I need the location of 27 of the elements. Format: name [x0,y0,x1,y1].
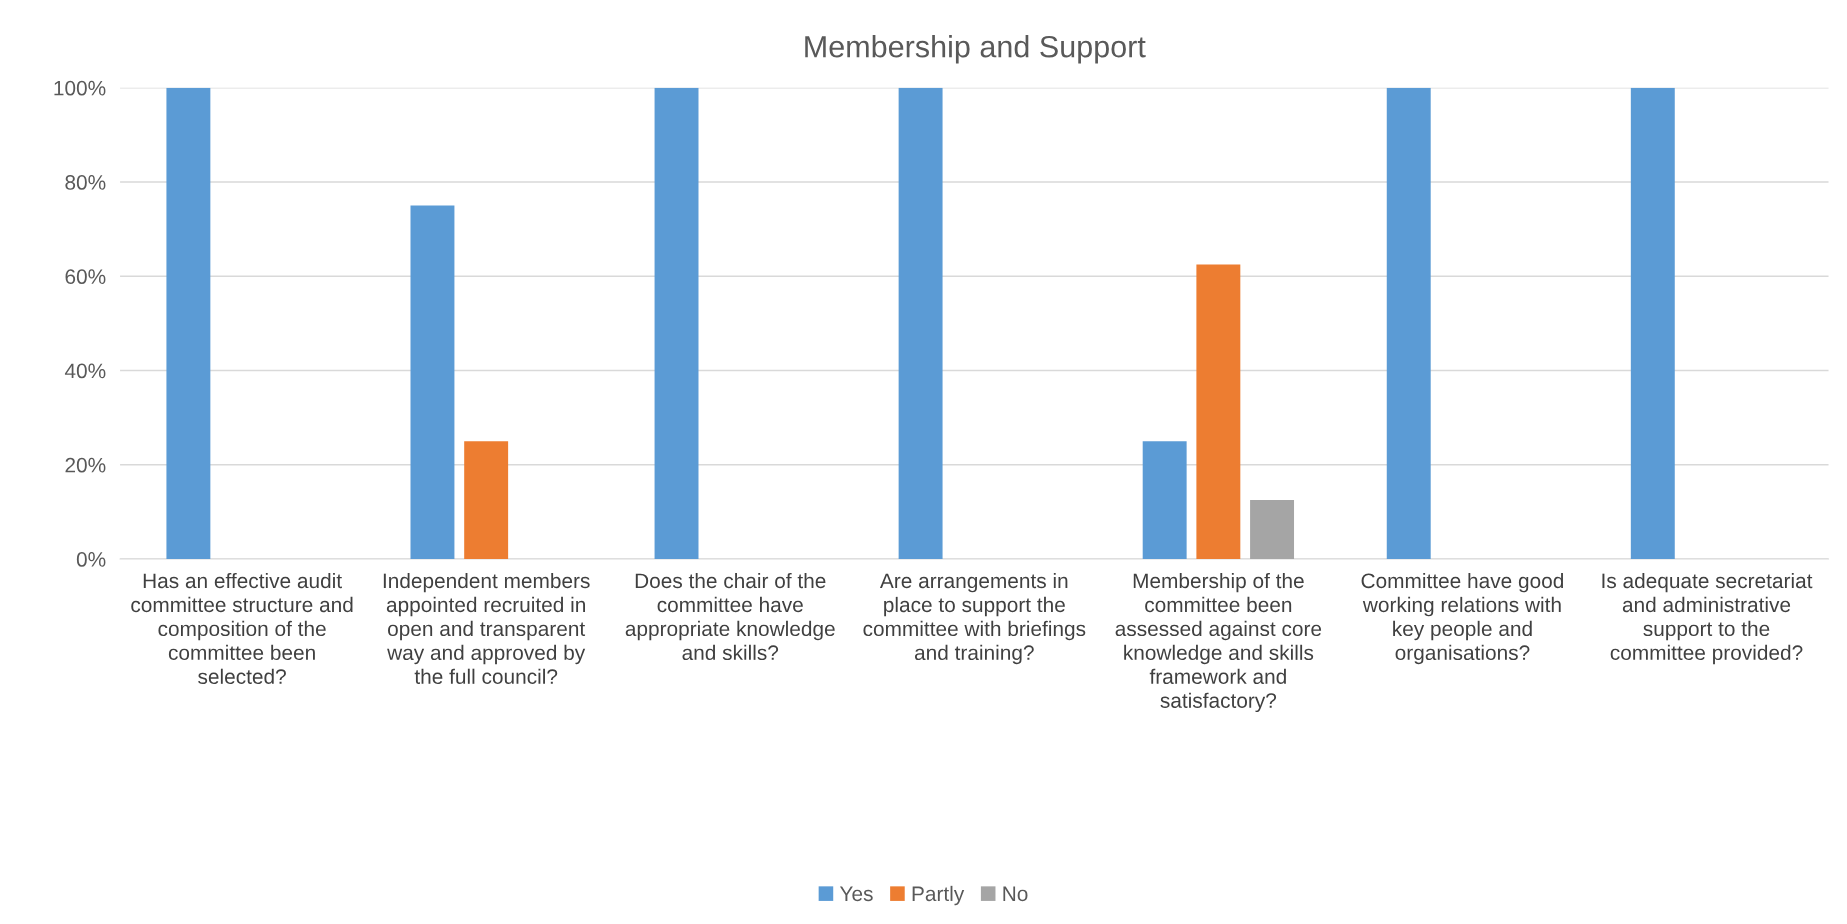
y-tick-label: 60% [65,269,106,285]
y-tick-label: 40% [64,363,106,379]
bar [464,441,509,560]
x-tick-label: Membership of the committee been assessed against core knowledge and skills framework and satisfactory? [1115,572,1322,713]
x-tick-label: Independent members appointed recruited in open and transparent way and approved by the full council? [383,572,590,685]
y-tick-label: 100% [54,80,106,96]
bar [1250,500,1295,560]
bar [898,87,943,560]
bar [166,87,211,560]
bar [654,87,699,560]
bar [410,205,455,560]
x-tick-label: Is adequate secretariat and administrative support to the committee provided? [1602,572,1813,665]
bar [1386,87,1431,560]
x-tick-label: Are arrangements in place to support the committee with briefings and training? [863,572,1086,665]
x-tick-label: Has an effective audit committee structure and composition of the committee been selected? [131,572,353,685]
bar [1630,87,1675,560]
chart-title: Membership and Support [805,35,1146,64]
legend-label: Yes [839,886,873,902]
legend-label: Partly [912,885,965,906]
y-tick-label: 20% [65,457,106,473]
bar [1196,264,1241,560]
x-tick-label: Committee have good working relations with key people and organisations? [1361,572,1563,665]
legend-label: No [1003,886,1028,902]
x-tick-label: Does the chair of the committee have appropriate knowledge and skills? [625,572,835,661]
bar [1142,441,1187,560]
y-tick-label: 80% [65,175,106,190]
y-tick-label: 0% [76,552,106,567]
